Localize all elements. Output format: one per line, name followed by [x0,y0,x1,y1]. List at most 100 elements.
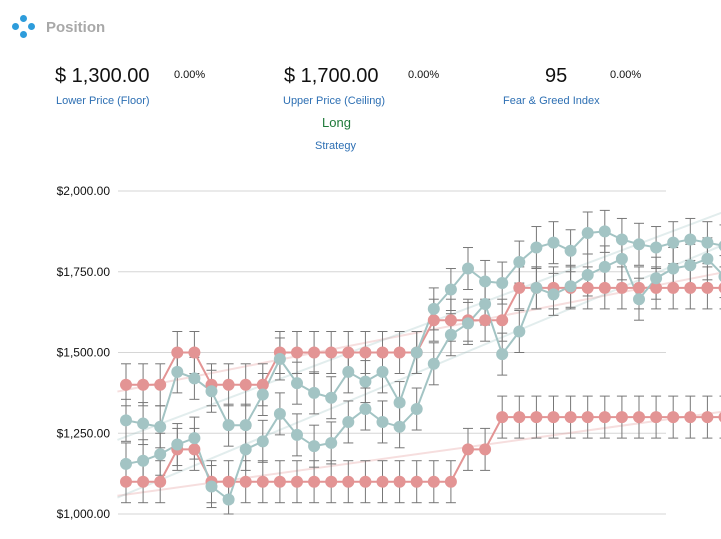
data-point [547,236,560,249]
data-point [137,454,150,467]
data-point [701,281,714,294]
data-point [684,259,697,272]
data-point [410,346,423,359]
data-point [291,377,303,390]
data-point [291,475,303,488]
data-point [701,252,714,265]
data-point [633,281,645,294]
y-tick-label: $1,250.00 [57,426,111,440]
data-point [154,475,167,488]
ceiling-change: 0.00% [408,69,440,81]
floor-label: Lower Price (Floor) [56,95,150,107]
data-point [444,328,457,341]
data-point [256,475,269,488]
data-point [359,475,372,488]
data-point [444,283,457,296]
data-point [239,378,252,391]
series-line [125,257,721,502]
ceiling-label: Upper Price (Ceiling) [283,95,386,107]
data-point [479,298,492,311]
data-point [273,352,286,365]
data-point [667,262,680,275]
data-point [342,415,355,428]
data-point [633,293,645,306]
data-point [496,348,509,361]
data-point [564,411,577,424]
data-point [718,271,721,282]
position-logo-icon[interactable] [12,15,36,39]
data-point [564,280,577,293]
data-point [684,281,697,294]
trend-line [117,211,721,441]
data-point [427,357,440,370]
data-point [359,403,372,416]
data-point [564,244,577,257]
data-point [410,403,423,416]
data-point [376,415,389,428]
data-point [598,281,611,294]
data-point [427,302,440,315]
data-point [615,411,628,424]
data-point [171,438,184,451]
floor-value: $ 1,300.00 [55,65,150,87]
data-point [462,443,474,456]
data-point [530,411,543,424]
data-point [650,281,663,294]
data-point [342,365,355,378]
data-point [239,419,252,432]
data-point [684,233,697,246]
data-point [513,256,526,269]
data-point [222,475,235,488]
data-point [205,385,218,398]
strategy-label: Strategy [315,140,356,152]
data-point [462,262,474,275]
data-point [479,443,492,456]
y-tick-label: $2,000.00 [57,184,111,198]
y-tick-label: $1,500.00 [57,346,111,360]
data-point [325,475,338,488]
data-point [325,391,338,404]
data-point [513,411,526,424]
data-point [359,375,372,388]
data-point [718,412,721,422]
data-point [530,281,543,294]
data-point [650,272,663,285]
data-point [393,475,406,488]
data-point [598,225,611,238]
data-point [308,386,321,399]
data-point [188,346,201,359]
data-point [615,252,628,265]
data-point [444,314,457,327]
series-line [125,230,721,428]
data-point [222,378,235,391]
data-point [120,457,132,470]
data-point [393,420,406,433]
data-point [496,314,509,327]
data-point [342,475,355,488]
data-point [154,420,167,433]
data-point [513,325,526,338]
data-point [188,372,201,385]
data-point [291,428,303,441]
data-point [667,281,680,294]
fear-greed-change: 0.00% [610,69,642,81]
data-point [667,236,680,249]
y-tick-label: $1,000.00 [57,507,111,521]
trend-line [117,244,721,499]
fear-greed-label: Fear & Greed Index [503,95,600,107]
data-point [325,346,338,359]
data-point [393,346,406,359]
data-point [427,314,440,327]
data-point [188,443,201,456]
data-point [308,475,321,488]
page-title: Position [46,18,106,36]
data-point [581,268,594,281]
ceiling-value: $ 1,700.00 [284,65,379,87]
data-point [718,241,721,251]
data-point [154,448,167,461]
data-point [581,411,594,424]
data-point [393,396,406,409]
data-point [239,443,252,456]
data-point [479,275,492,288]
